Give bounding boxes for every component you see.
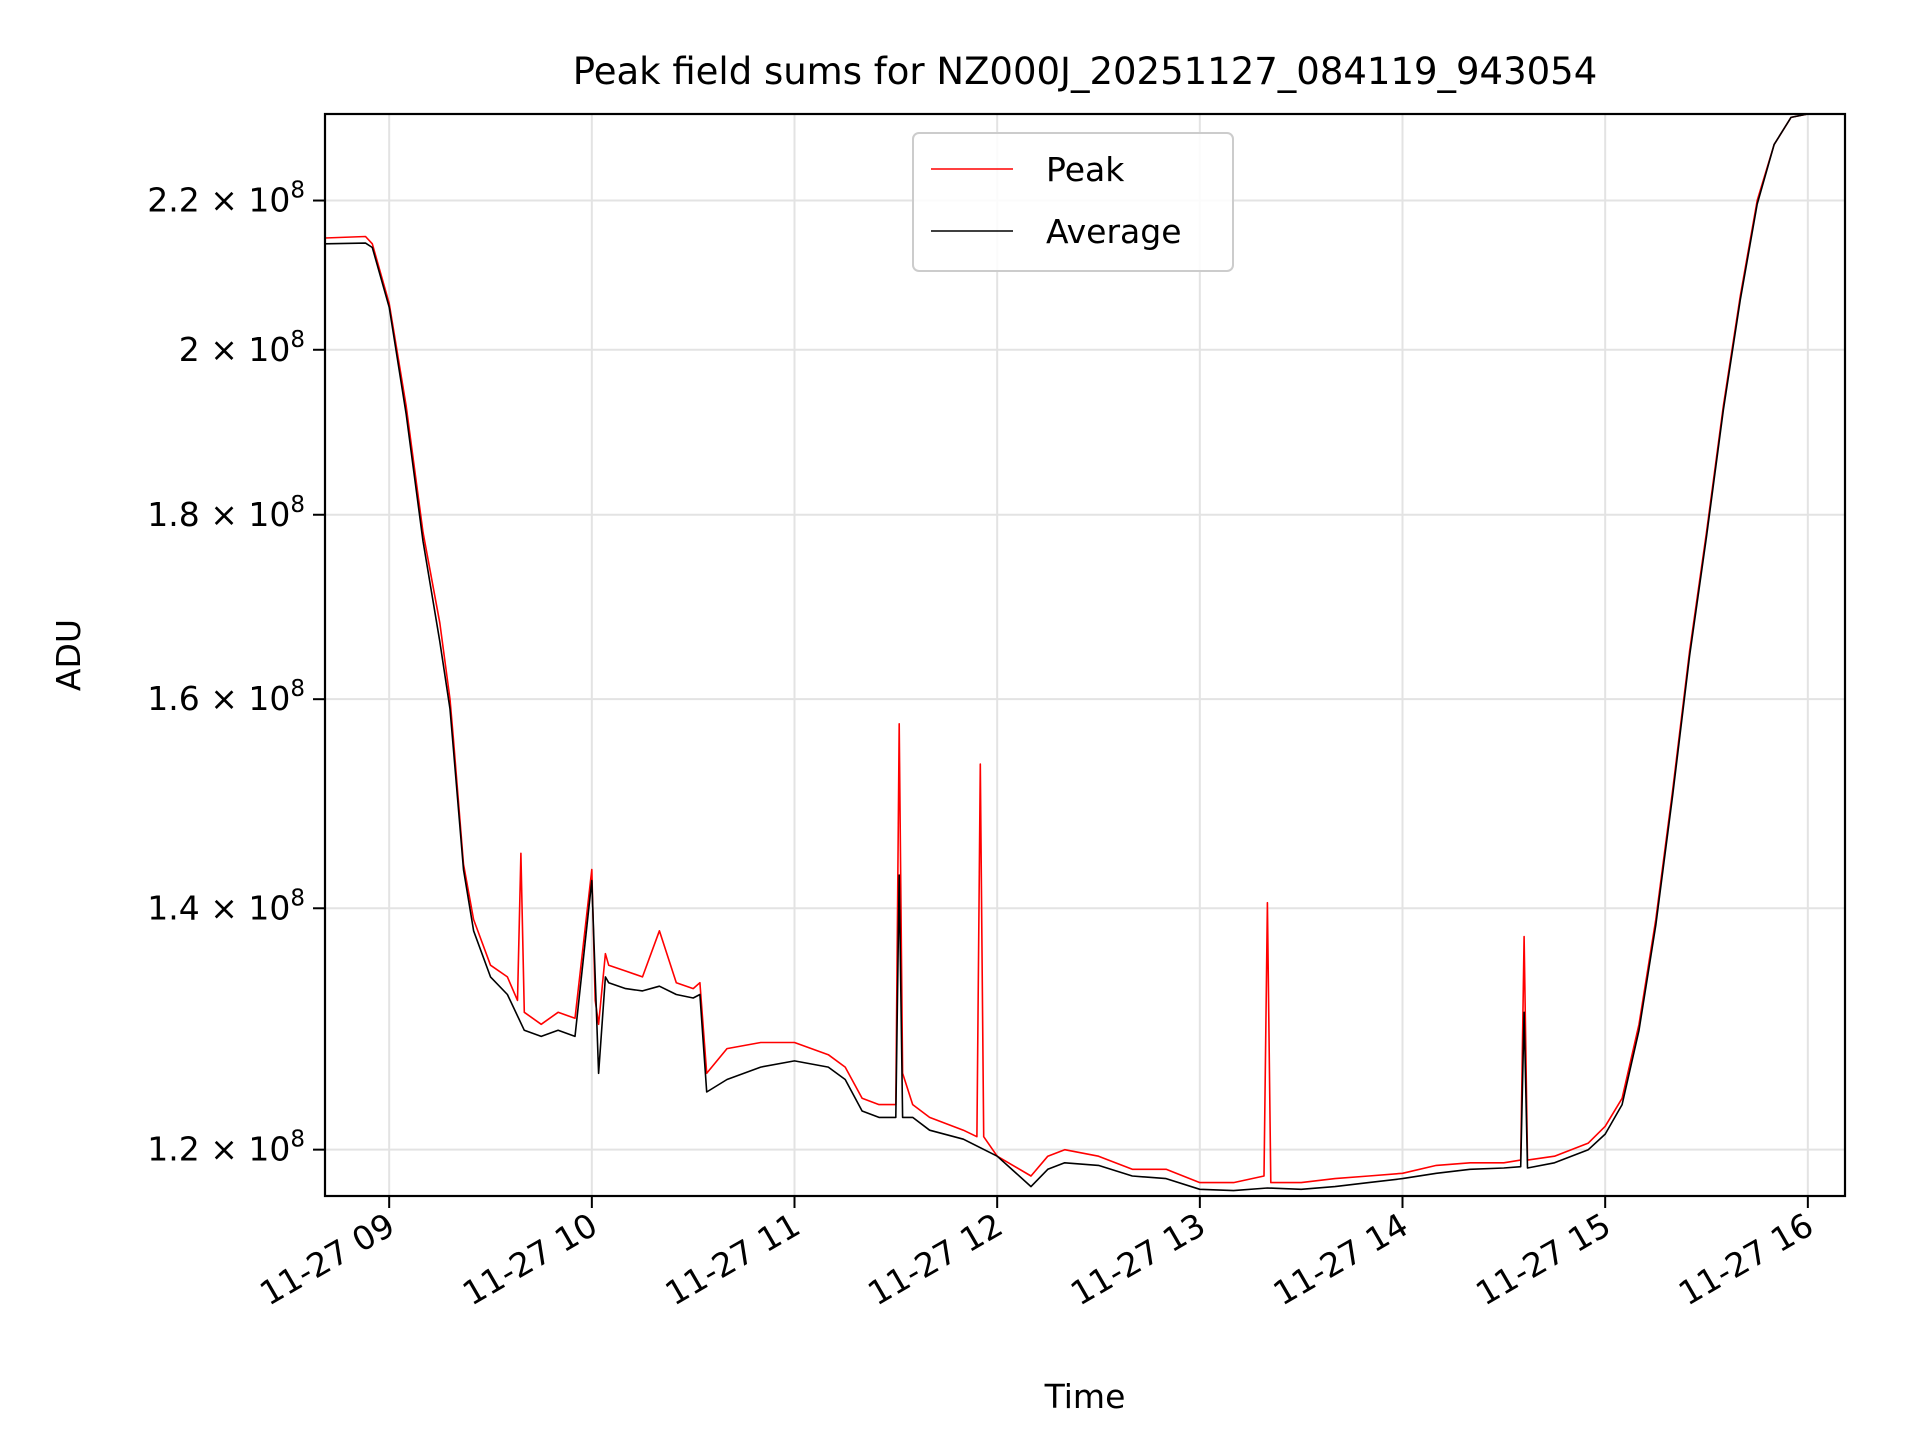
- y-axis-label: ADU: [49, 619, 88, 691]
- x-tick-label: 11-27 10: [456, 1205, 604, 1313]
- chart-title: Peak field sums for NZ000J_20251127_0841…: [573, 50, 1598, 93]
- x-axis: 11-27 09 11-27 10 11-27 11 11-27 12 11-27 13…: [253, 1196, 1820, 1313]
- y-tick-label: 1.6 × 108: [147, 676, 305, 718]
- y-axis: 1.2 × 108 1.4 × 108 1.6 × 108 1.8 × 108 2 × …: [147, 178, 325, 1169]
- x-tick-label: 11-27 14: [1267, 1205, 1415, 1313]
- x-tick-label: 11-27 09: [253, 1205, 401, 1313]
- y-tick-label: 2.2 × 108: [147, 178, 305, 220]
- series-lines: [324, 113, 1845, 1192]
- legend: Peak Average: [912, 132, 1234, 272]
- legend-box: [912, 132, 1234, 272]
- y-tick-label: 2 × 108: [179, 327, 305, 369]
- y-tick-label: 1.4 × 108: [147, 885, 305, 927]
- x-tick-label: 11-27 11: [659, 1205, 807, 1313]
- grid-lines: [325, 114, 1845, 1196]
- x-tick-label: 11-27 15: [1469, 1205, 1617, 1313]
- x-tick-label: 11-27 12: [861, 1205, 1009, 1313]
- plot-frame: [323, 112, 1847, 1198]
- series-line-peak: [324, 113, 1845, 1184]
- legend-label: Average: [1046, 212, 1182, 251]
- x-tick-label: 11-27 13: [1064, 1205, 1212, 1313]
- x-axis-label: Time: [1044, 1377, 1126, 1416]
- x-tick-label: 11-27 16: [1672, 1205, 1820, 1313]
- legend-label: Peak: [1046, 150, 1125, 189]
- y-tick-label: 1.8 × 108: [147, 492, 305, 534]
- y-tick-label: 1.2 × 108: [147, 1127, 305, 1169]
- series-line-average: [324, 113, 1845, 1192]
